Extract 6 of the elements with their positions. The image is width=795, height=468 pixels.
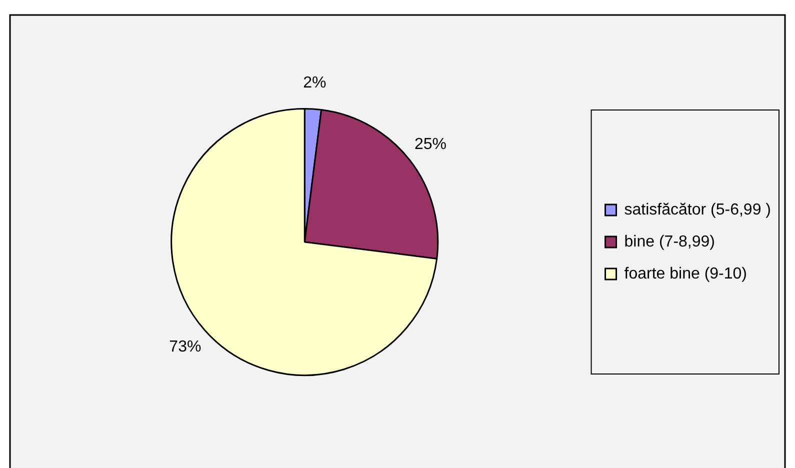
data-label: 2% — [303, 74, 326, 92]
legend-label: bine (7-8,99) — [624, 233, 715, 250]
legend-label: foarte bine (9-10) — [624, 265, 748, 282]
legend-label: satisfăcător (5-6,99 ) — [624, 201, 772, 218]
data-label: 73% — [169, 338, 202, 356]
data-label: 25% — [414, 136, 446, 153]
